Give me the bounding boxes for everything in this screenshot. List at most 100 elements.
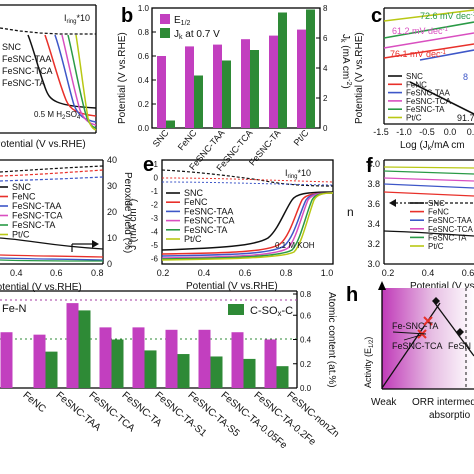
bar-csox: [210, 356, 223, 388]
panel-d-n-curve-fenc: [0, 169, 104, 177]
tick-label: 0.8: [300, 290, 312, 299]
panel-h-y-arrowhead: [378, 281, 386, 290]
tick-label: 0.0: [138, 124, 150, 133]
panel-e-electrolyte: 0.1 M KOH: [275, 241, 315, 250]
panel-e-ylabel: J (mA cm-2): [127, 199, 139, 250]
panel-h-label-right: FeSN: [448, 341, 471, 351]
panel-c-xticks: -1.5 -1.0 -0.5 0.0 0.5: [373, 127, 474, 137]
tick-label: 40: [107, 155, 117, 165]
tick-label: 0.6: [300, 311, 312, 320]
panel-g-categories: FeNC FeSNC-TAAFeSNC-TCAFeSNC-TAFeSNC-TA-S…: [21, 390, 341, 452]
panel-f-curve-ptc: [383, 166, 474, 169]
panel-f-curve-ta: [383, 170, 474, 175]
bar-fe-n: [264, 339, 277, 388]
bar-csox: [45, 351, 58, 388]
panel-e-ring-taa: [161, 181, 334, 186]
bar-jk: [278, 12, 287, 128]
panel-g-legend-fen: Fe-N: [2, 303, 27, 315]
panel-d-peroxide-ta: [0, 259, 104, 262]
panel-a-legend-label: FeSNC-TAA: [2, 54, 51, 64]
panel-a-legend-label: FeSNC-TA: [2, 78, 45, 88]
panel-b-legend-swatch-e: [160, 14, 170, 24]
panel-f-letter: f: [366, 155, 373, 177]
tick-label: 0.5: [467, 127, 474, 137]
tick-label: 0.8: [280, 268, 293, 278]
tick-label: 0.0: [300, 384, 312, 393]
bar-jk: [222, 60, 231, 128]
legend-label: FeSNC-TA: [184, 225, 227, 235]
panel-a-legend: SNC FeSNC-TAA FeSNC-TCA FeSNC-TA: [2, 42, 53, 88]
panel-b-ylabel-right: Jk (mA cm-2): [339, 34, 352, 89]
legend-label: Pt/C: [184, 234, 202, 244]
panel-h: h Fe-SNC-TA FeSNC-TCA FeSN Activity (E1/…: [346, 281, 474, 421]
tick-label: -2: [151, 201, 159, 210]
panel-d-peroxide-taa: [0, 257, 104, 261]
panel-g-ylabel-right: Atomic content (at.%): [326, 292, 337, 388]
panel-a-curve-ptc: [75, 34, 97, 131]
tick-label: 0.4: [300, 336, 312, 345]
panel-c-side-label: 8: [463, 72, 468, 82]
panel-d-n-curve-taa: [0, 176, 104, 182]
panel-e-frame: [161, 159, 334, 265]
panel-c-slope-label: 76.1 mV dec-1: [390, 49, 447, 59]
tick-label: 1.0: [321, 268, 334, 278]
panel-h-letter: h: [346, 284, 358, 306]
bar-e12: [297, 29, 306, 129]
panel-b-frame: [151, 7, 321, 129]
panel-d-xtick: 0.6: [50, 268, 63, 278]
legend-label: FeNC: [12, 192, 36, 202]
tick-label: 0.2: [300, 360, 312, 369]
panel-e-xticks: 0.2 0.4 0.6 0.8 1.0: [157, 268, 334, 278]
bar-fe-n: [33, 334, 46, 388]
panel-d-xlabel: Potential (V vs.RHE): [0, 282, 82, 293]
panel-a-legend-label: FeSNC-TCA: [2, 66, 53, 76]
panel-c-ylabel: Potential (V vs.RHE): [354, 32, 365, 124]
bar-jk: [306, 9, 315, 128]
bar-jk: [194, 75, 203, 128]
legend-label: FeSNC-TA: [406, 105, 445, 114]
legend-label: FeSNC-TAA: [12, 201, 61, 211]
panel-b-right-ticks: 0 2 4 6 8: [316, 4, 328, 133]
category-label: SNC: [151, 127, 171, 148]
category-label: FeNC: [21, 390, 48, 415]
panel-a-curve-taa: [54, 34, 97, 123]
tick-label: 0.2: [157, 268, 170, 278]
tick-label: 3.2: [367, 239, 380, 249]
legend-label: FeNC: [428, 208, 449, 217]
bar-e12: [213, 44, 222, 128]
tick-label: 10: [107, 233, 117, 243]
panel-a: Iring*10 SNC FeSNC-TAA FeSNC-TCA FeSNC-T…: [0, 4, 97, 150]
panel-f-ylabel: n: [347, 205, 354, 219]
panel-c-slope-label: 91.7: [457, 113, 474, 123]
panel-f-curve-tca: [383, 177, 474, 182]
panel-a-ring-curve: [0, 27, 96, 35]
panel-e-curve-ta: [161, 192, 334, 260]
legend-label: SNC: [184, 188, 204, 198]
legend-label: FeSNC-TCA: [428, 225, 474, 234]
tick-label: 0.4: [422, 268, 435, 278]
bar-fe-n: [66, 303, 79, 388]
panel-d-xtick: 0.8: [91, 268, 104, 278]
legend-label: SNC: [12, 182, 32, 192]
panel-a-xlabel: Potential (V vs.RHE): [0, 139, 86, 150]
bar-e12: [157, 56, 166, 128]
legend-label: FeSNC-TA: [428, 233, 467, 242]
panel-h-pointer-tca: [403, 334, 422, 341]
panel-h-diamond-marker: [456, 328, 464, 336]
panel-f-xlabel: Potential (V vs: [410, 281, 474, 292]
panel-h-x-mid: ORR intermed: [412, 397, 474, 408]
tick-label: 4.0: [367, 159, 380, 169]
panel-f-curve-fenc: [383, 191, 474, 197]
panel-b-letter: b: [121, 5, 133, 27]
panel-b-legend-j: Jk at 0.7 V: [174, 29, 220, 41]
tick-label: 0: [154, 174, 159, 183]
panel-h-label-tca: FeSNC-TCA: [392, 341, 443, 351]
panel-c-line-ptc: [383, 9, 474, 22]
panel-h-descending-branch: [433, 301, 474, 357]
legend-label: FeSNC-TAA: [406, 89, 451, 98]
legend-label: FeSNC-TA: [12, 220, 55, 230]
panel-a-electrolyte: 0.5 M H2SO4: [34, 110, 81, 121]
panel-c-line-tca: [383, 32, 474, 49]
panel-e-letter: e: [143, 154, 154, 176]
